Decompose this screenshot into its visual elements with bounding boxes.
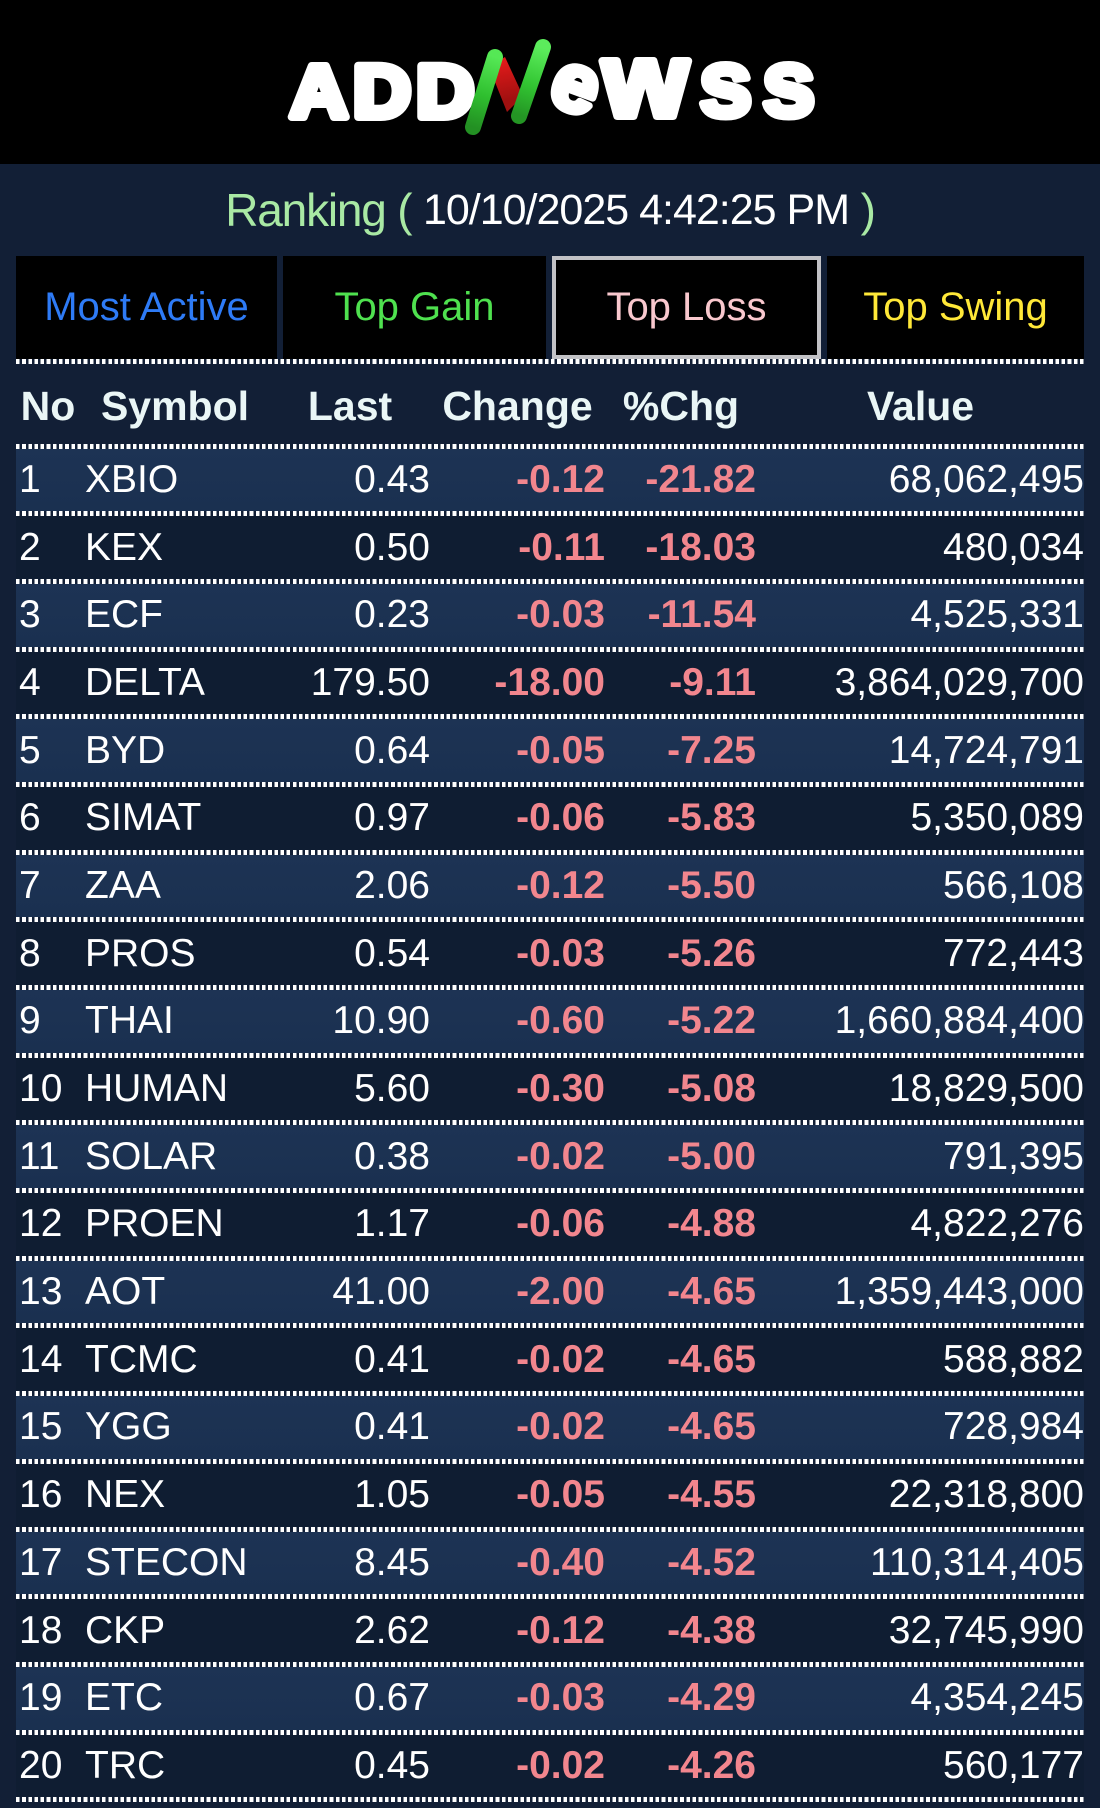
svg-text:s: s bbox=[762, 30, 815, 137]
svg-text:ADD: ADD bbox=[290, 51, 479, 134]
svg-text:s: s bbox=[699, 30, 752, 137]
svg-text:w: w bbox=[602, 21, 689, 138]
